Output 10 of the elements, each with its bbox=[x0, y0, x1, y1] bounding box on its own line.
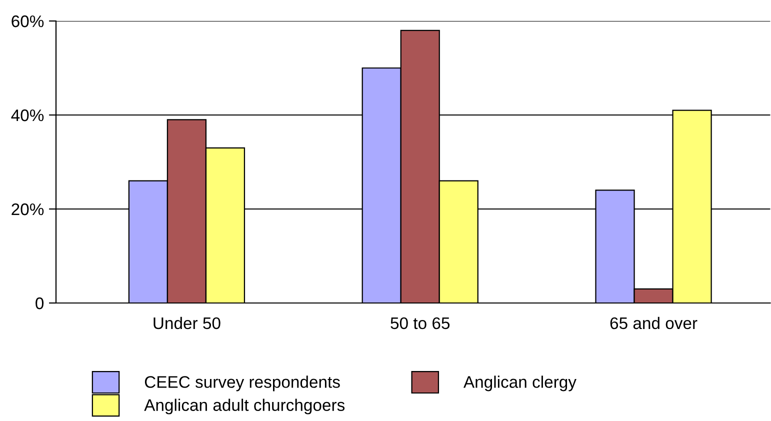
legend-label: Anglican clergy bbox=[463, 376, 576, 392]
y-tick-label: 20% bbox=[12, 203, 44, 216]
legend-label: Anglican adult churchgoers bbox=[144, 398, 345, 414]
x-tick-label: 65 and over bbox=[610, 316, 698, 330]
legend-label: CEEC survey respondents bbox=[144, 376, 340, 392]
y-tick-label: 60% bbox=[12, 15, 44, 28]
x-tick-label: 50 to 65 bbox=[390, 317, 450, 330]
x-tick-label: Under 50 bbox=[154, 316, 220, 330]
y-tick-label: 0 bbox=[36, 297, 44, 310]
y-tick-label: 40% bbox=[11, 109, 44, 122]
